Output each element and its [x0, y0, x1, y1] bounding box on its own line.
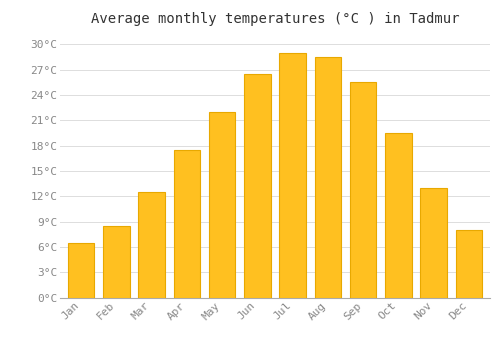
- Bar: [420, 188, 447, 298]
- Bar: [350, 82, 376, 298]
- Title: Average monthly temperatures (°C ) in Tadmur: Average monthly temperatures (°C ) in Ta…: [91, 12, 459, 26]
- Bar: [244, 74, 270, 298]
- Bar: [174, 150, 200, 298]
- Bar: [138, 192, 165, 298]
- Bar: [385, 133, 411, 298]
- Bar: [103, 226, 130, 298]
- Bar: [209, 112, 236, 298]
- Bar: [314, 57, 341, 298]
- Bar: [68, 243, 94, 298]
- Bar: [280, 52, 306, 298]
- Bar: [456, 230, 482, 298]
